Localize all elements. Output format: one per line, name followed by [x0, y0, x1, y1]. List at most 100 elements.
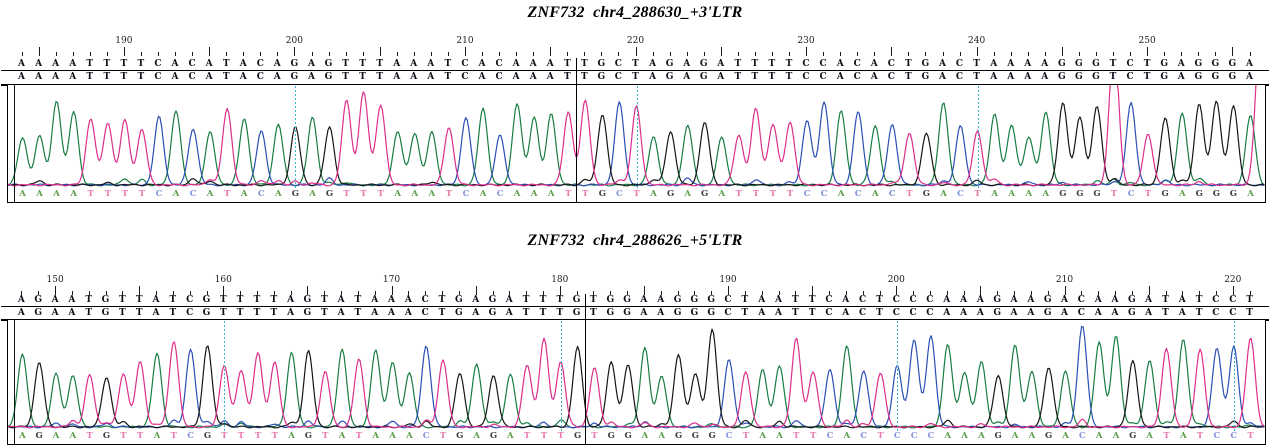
sequence-letter: A	[68, 295, 76, 305]
sequence-letter: T	[236, 295, 244, 305]
ruler-tick	[703, 52, 705, 56]
ruler-tick	[1098, 291, 1100, 295]
sequence-letter: A	[1177, 72, 1185, 82]
sequence-letter: A	[836, 72, 844, 82]
sequence-letter: T	[354, 295, 362, 305]
ruler-tick	[172, 291, 174, 295]
ruler-position-label: 150	[46, 275, 64, 285]
ruler-tick	[1215, 52, 1217, 56]
sequence-letter: G	[993, 295, 1002, 305]
base-call-letter: G	[573, 431, 582, 441]
ruler-tick	[929, 291, 931, 295]
base-call-letter: C	[496, 189, 504, 199]
ruler-tick	[341, 291, 343, 295]
sequence-letter: A	[388, 295, 395, 305]
position-guide-line	[224, 321, 226, 432]
sequence-letter: T	[1143, 59, 1151, 69]
sequence-letter: A	[273, 72, 281, 82]
sequence-letter: G	[606, 308, 615, 318]
base-call-letter: A	[991, 189, 998, 199]
sequence-letter: T	[741, 295, 749, 305]
sequence-letter: G	[1127, 295, 1136, 305]
sequence-letter: T	[119, 295, 126, 305]
sequence-letter: G	[1194, 59, 1203, 69]
sequence-letter: C	[853, 72, 861, 82]
sequence-letter: G	[101, 308, 110, 318]
base-call-letter: A	[1247, 189, 1254, 199]
base-call-letter: C	[1127, 189, 1135, 199]
ruler-tick	[789, 52, 790, 56]
ruler-tick	[38, 291, 40, 295]
sequence-letter: A	[512, 59, 520, 69]
sequence-letter: A	[529, 72, 537, 82]
ruler-tick	[925, 52, 927, 56]
base-call-letter: A	[718, 189, 726, 199]
ruler-tick	[946, 291, 948, 295]
sequence-letter: A	[1061, 308, 1068, 318]
base-call-letter: T	[786, 189, 794, 199]
base-call-letter: T	[591, 431, 598, 441]
base-call-letter: A	[1008, 189, 1015, 199]
sequence-letter: A	[1246, 59, 1253, 69]
ruler-tick	[879, 291, 881, 295]
sequence-letter: T	[741, 308, 749, 318]
sequence-letter: A	[478, 59, 486, 69]
ruler-tick	[627, 291, 629, 295]
sequence-letter: A	[239, 72, 247, 82]
ruler-tick	[1232, 286, 1234, 295]
ruler-tick	[997, 291, 999, 295]
sequence-letter: C	[724, 295, 732, 305]
sequence-letter: G	[324, 59, 333, 69]
sequence-letter: A	[1041, 72, 1049, 82]
ruler-tick	[980, 286, 982, 295]
sequence-letter: A	[52, 72, 60, 82]
sequence-letter: G	[673, 308, 682, 318]
ruler-tick	[754, 52, 756, 56]
chromatogram-traces	[8, 325, 1265, 429]
sequence-letter: A	[472, 295, 480, 305]
ruler-tick	[526, 291, 528, 295]
base-call-letter: A	[1042, 189, 1050, 199]
base-call-letter: G	[607, 431, 615, 441]
ruler-tick	[311, 52, 313, 56]
ruler-tick	[812, 286, 814, 295]
sequence-letter: T	[376, 59, 384, 69]
ruler-tick	[567, 52, 569, 56]
sequence-letter: G	[454, 295, 463, 305]
base-call-letter: A	[513, 189, 521, 199]
sequence-letter: T	[135, 308, 143, 318]
sequence-letter: C	[186, 295, 194, 305]
sequence-letter: C	[461, 72, 469, 82]
sequence-letter: A	[205, 72, 213, 82]
ruler-tick	[21, 52, 23, 56]
ruler-tick	[771, 52, 773, 56]
sequence-letter: C	[256, 72, 264, 82]
sequence-letter: G	[290, 59, 299, 69]
sequence-letter: A	[640, 295, 648, 305]
sequence-letter: C	[926, 295, 934, 305]
base-call-letter: T	[565, 189, 572, 199]
ruler-position-label: 180	[551, 275, 569, 285]
sequence-letter: T	[751, 59, 759, 69]
ruler-tick	[829, 291, 830, 295]
sequence-letter: C	[461, 59, 469, 69]
ruler-position-label: 200	[285, 36, 303, 46]
sequence-letter: A	[943, 295, 951, 305]
sequence-letter: G	[673, 295, 682, 305]
ruler-tick	[1061, 47, 1063, 56]
sequence-letter: C	[887, 72, 895, 82]
ruler-tick	[482, 52, 483, 56]
ruler-tick	[499, 52, 501, 56]
sequence-letter: A	[1027, 308, 1035, 318]
sequence-letter: T	[1109, 59, 1117, 69]
ruler-tick	[1010, 52, 1012, 56]
sequence-letter: G	[290, 72, 299, 82]
ruler-tick	[862, 291, 864, 295]
sequence-letter: C	[1077, 295, 1085, 305]
base-call-letter: C	[888, 189, 896, 199]
base-call-letter: G	[1195, 189, 1203, 199]
sequence-letter: T	[1246, 308, 1253, 318]
base-call-letter: T	[254, 431, 262, 441]
base-call-letter: G	[674, 431, 683, 441]
